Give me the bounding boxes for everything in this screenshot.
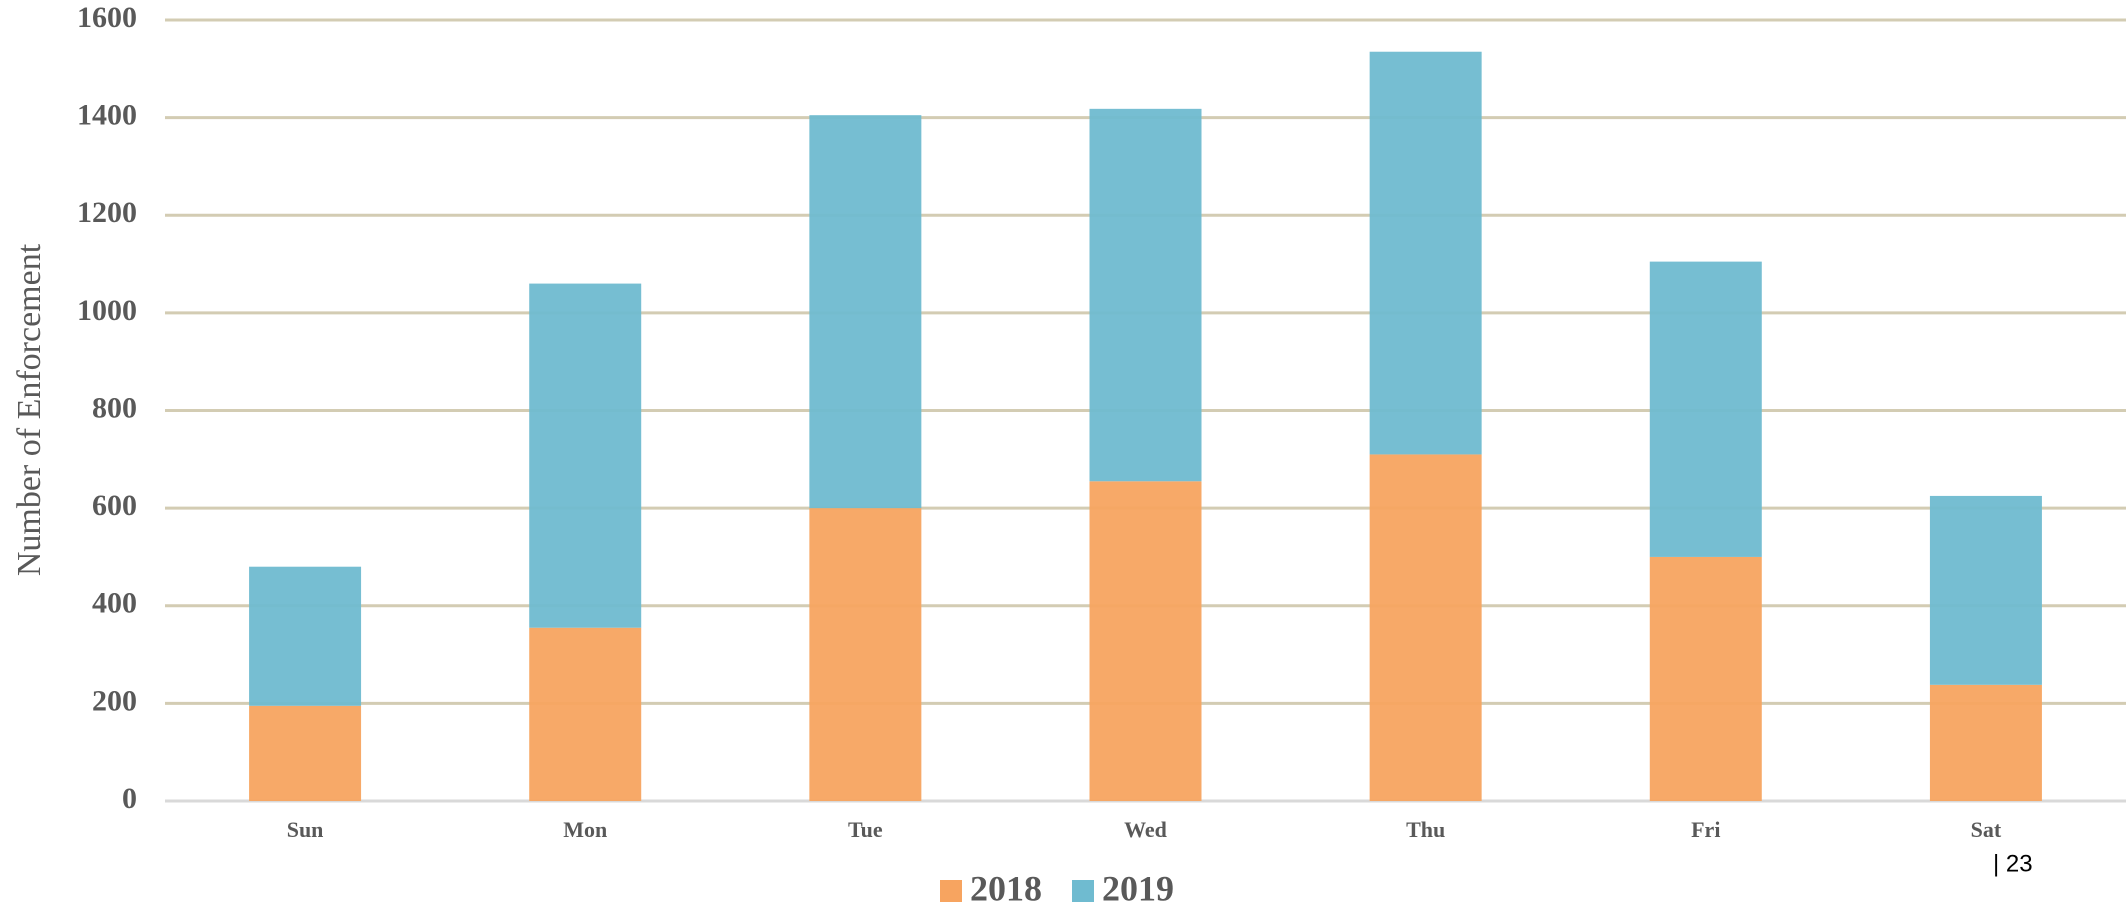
y-tick-label: 1600: [77, 1, 137, 34]
bar-segment: [1369, 51, 1482, 455]
bar-segment: [1649, 261, 1762, 557]
legend-label: 2018: [970, 868, 1042, 908]
bar-segment: [249, 705, 362, 801]
y-tick-label: 1400: [77, 99, 137, 132]
bar-segment: [809, 115, 922, 509]
bar-segment: [529, 627, 642, 801]
legend-label: 2019: [1102, 868, 1174, 908]
bar-segment: [1089, 108, 1202, 482]
x-tick-label: Fri: [1691, 817, 1720, 842]
legend-swatch: [940, 880, 962, 902]
bar-segment: [1929, 495, 2042, 685]
legend-swatch: [1072, 880, 1094, 902]
bar-segment: [809, 508, 922, 801]
y-tick-label: 400: [92, 587, 137, 620]
y-tick-label: 0: [122, 782, 137, 815]
bar-segment: [1929, 684, 2042, 801]
y-tick-label: 1200: [77, 196, 137, 229]
bar-segment: [1089, 481, 1202, 801]
x-tick-label: Sun: [287, 817, 324, 842]
bar-segment: [1369, 454, 1482, 801]
y-tick-label: 200: [92, 684, 137, 717]
bar-segment: [529, 283, 642, 628]
page-number: | 23: [1993, 850, 2033, 877]
x-tick-label: Tue: [848, 817, 883, 842]
y-tick-label: 600: [92, 489, 137, 522]
y-tick-label: 1000: [77, 294, 137, 327]
bar-segment: [249, 566, 362, 706]
y-axis-label: Number of Enforcement: [11, 243, 48, 576]
x-tick-label: Wed: [1124, 817, 1167, 842]
y-tick-label: 800: [92, 391, 137, 424]
bar-segment: [1649, 556, 1762, 801]
x-tick-label: Sat: [1971, 817, 2002, 842]
x-tick-label: Mon: [563, 817, 607, 842]
x-tick-label: Thu: [1406, 817, 1445, 842]
